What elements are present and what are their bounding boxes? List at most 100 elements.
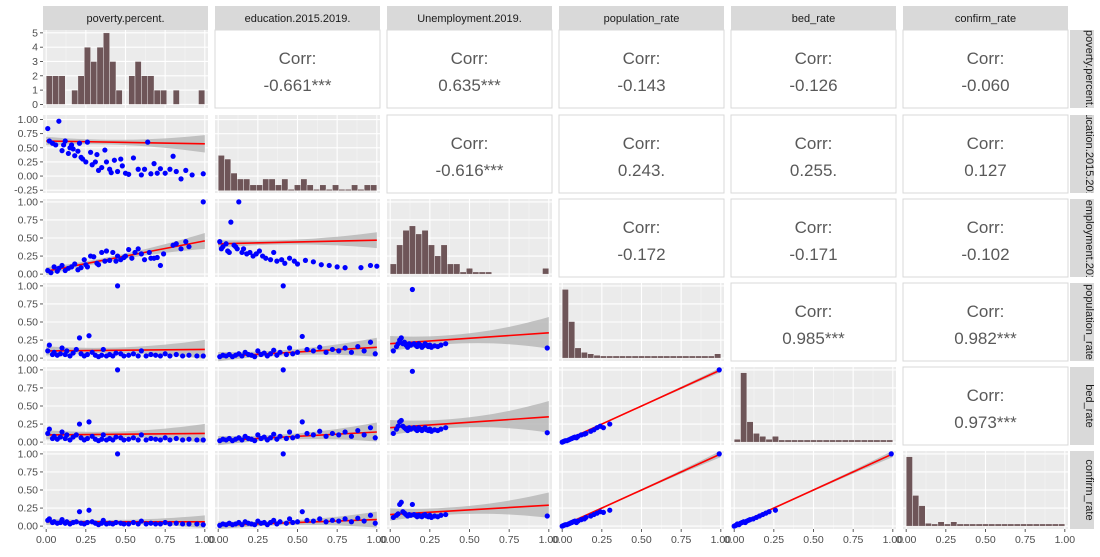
scatter-point [888, 451, 894, 457]
scatter-point [99, 352, 105, 358]
scatter-point [113, 258, 119, 264]
scatter-point [286, 345, 293, 351]
scatter-point [194, 353, 200, 359]
scatter-point [304, 346, 310, 353]
histogram-bar [103, 32, 110, 105]
x-tick-label: 1.00 [367, 534, 388, 546]
scatter-point [135, 437, 141, 443]
y-tick-label: 0.25 [18, 419, 39, 431]
scatter-point [310, 259, 316, 265]
scatter-point [119, 163, 125, 169]
histogram-bar [714, 353, 722, 359]
scatter-point [200, 437, 206, 443]
correlation-label: Corr: [967, 49, 1005, 68]
scatter-point [103, 159, 110, 165]
scatter-point [317, 516, 323, 522]
row-strip-label-group: education.2015.2019. [1083, 101, 1095, 207]
histogram-bar [1058, 523, 1066, 527]
histogram-bar [688, 355, 696, 359]
scatter-point [438, 342, 444, 348]
histogram-bar [1013, 523, 1021, 527]
scatter-point [228, 219, 234, 225]
x-tick-label: 0.75 [843, 534, 864, 546]
correlation-panel [386, 29, 553, 109]
scatter-point [162, 170, 168, 176]
column-strip-label: education.2015.2019. [245, 13, 351, 25]
correlation-label: Corr: [967, 302, 1005, 321]
x-tick-label: 0.75 [327, 534, 348, 546]
histogram-bar [52, 75, 60, 105]
row-strip-label-group: confirm_rate [1083, 459, 1094, 520]
scatter-point [102, 258, 108, 264]
histogram-bar [778, 439, 786, 443]
scatter-point [283, 351, 289, 358]
histogram-bar [325, 189, 333, 191]
fit-line [218, 239, 377, 245]
correlation-value: 0.255. [790, 161, 837, 180]
scatter-point [329, 346, 336, 353]
y-tick-label: 5 [32, 27, 38, 39]
column-strip-label: bed_rate [792, 13, 835, 25]
y-tick-label: 0.75 [18, 466, 39, 478]
scatter-point [81, 257, 87, 263]
scatter-point [255, 348, 261, 354]
scatter-point [111, 157, 117, 163]
correlation-panel [558, 114, 725, 194]
row-strip-label: education.2015.2019. [1083, 101, 1095, 207]
histogram-bar [1026, 523, 1034, 527]
scatter-point [162, 519, 168, 526]
correlation-panel [214, 29, 381, 109]
scatter-point [318, 262, 324, 268]
row-strip-label-group: poverty.percent. [1083, 30, 1094, 108]
scatter-point [86, 507, 92, 513]
y-tick-label: 0.75 [18, 214, 39, 226]
scatter-point [348, 433, 355, 439]
row-strip [1070, 115, 1094, 193]
scatter-point [200, 353, 206, 359]
histogram-bar [867, 439, 874, 443]
scatter-point [336, 432, 342, 438]
scatter-point [304, 430, 310, 437]
scatter-point [64, 348, 70, 354]
correlation-value: -0.616*** [435, 161, 503, 180]
scatter-point [279, 257, 285, 263]
column-strip-label: Unemployment.2019. [417, 13, 522, 25]
scatter-point [716, 451, 722, 457]
scatter-point [178, 176, 184, 182]
correlation-value: 0.982*** [954, 329, 1017, 348]
correlation-label: Corr: [795, 134, 833, 153]
histogram-bar [1032, 523, 1040, 527]
scatter-point [130, 435, 137, 441]
scatter-point [99, 436, 105, 442]
x-tick-label: 0.75 [671, 534, 692, 546]
y-tick-label: 0.75 [18, 382, 39, 394]
correlation-value: 0.635*** [438, 76, 501, 95]
histogram-bar [434, 255, 442, 275]
scatter-point [294, 261, 301, 267]
scatter-point [57, 351, 64, 357]
scatter-point [84, 435, 91, 442]
scatter-point [157, 521, 164, 527]
scatter-point [217, 239, 223, 245]
y-tick-label: 1.00 [18, 280, 39, 292]
x-tick-label: 0.25 [420, 534, 441, 546]
scatter-point [304, 517, 310, 523]
y-tick-label: 0.50 [18, 142, 39, 154]
scatter-point [367, 512, 374, 518]
scatter-point [299, 333, 305, 340]
y-tick-label: 0.00 [18, 171, 39, 183]
correlation-label: Corr: [451, 49, 489, 68]
histogram-bar [587, 353, 595, 359]
x-tick-label: 0.75 [499, 534, 520, 546]
scatter-point [143, 521, 149, 527]
scatter-point [76, 140, 83, 146]
histogram-bar [459, 271, 467, 275]
histogram-bar [810, 439, 817, 443]
histogram-bar [237, 178, 244, 191]
histogram-bar [294, 184, 301, 191]
scatter-point [286, 255, 293, 261]
scatter-point [310, 518, 316, 524]
scatter-point [146, 249, 152, 256]
scatter-point [277, 519, 283, 525]
histogram-bar [905, 456, 913, 527]
